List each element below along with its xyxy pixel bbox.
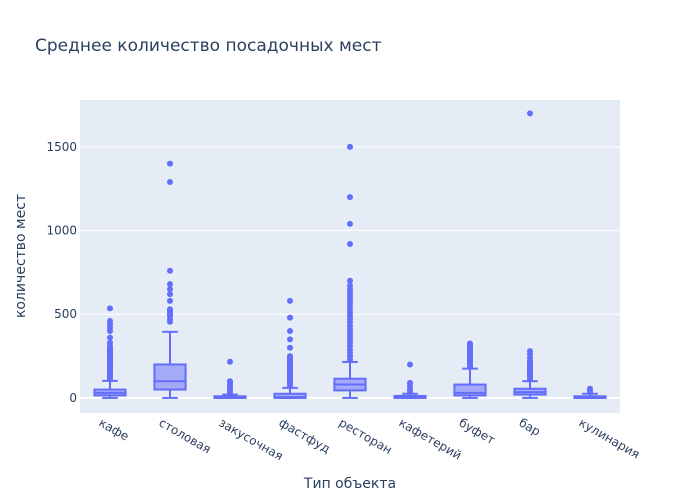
outlier-point — [287, 344, 293, 351]
x-tick-label: ресторан — [337, 415, 395, 456]
box-9 — [573, 385, 607, 399]
box-2 — [153, 160, 187, 399]
outlier-point — [167, 281, 173, 288]
x-tick-label: кулинария — [577, 415, 643, 461]
box-3 — [213, 358, 247, 399]
outlier-point — [287, 297, 293, 304]
box-8 — [513, 110, 547, 399]
outlier-point — [167, 179, 173, 186]
outlier-point — [287, 336, 293, 343]
outlier-point — [227, 378, 233, 385]
x-tick-label: закусочная — [217, 415, 286, 463]
y-tick-label: 0 — [69, 391, 77, 405]
y-tick-labels: 0 500 1000 1500 — [46, 140, 77, 405]
outlier-point — [107, 339, 113, 346]
box-1 — [93, 305, 127, 399]
chart-title: Среднее количество посадочных мест — [35, 36, 382, 56]
box-5 — [333, 143, 367, 399]
outlier-point — [167, 306, 173, 313]
outlier-point — [287, 353, 293, 360]
outlier-point — [347, 277, 353, 284]
x-tick-label: кафе — [97, 415, 132, 443]
outlier-point — [107, 334, 113, 341]
outlier-point — [167, 160, 173, 167]
boxes — [93, 110, 607, 399]
outlier-point — [227, 358, 233, 365]
x-tick-label: буфет — [457, 415, 498, 447]
box-4 — [273, 297, 307, 399]
outlier-point — [347, 240, 353, 247]
outlier-point — [407, 379, 413, 386]
x-tick-label: бар — [517, 415, 543, 438]
outlier-point — [347, 194, 353, 201]
y-tick-label: 500 — [54, 307, 77, 321]
outlier-point — [347, 143, 353, 150]
outlier-point — [347, 282, 353, 289]
x-axis-title: Тип объекта — [303, 476, 396, 492]
y-tick-label: 1500 — [46, 140, 77, 154]
outlier-point — [287, 327, 293, 334]
y-axis-title: количество мест — [13, 194, 29, 318]
outlier-point — [167, 291, 173, 298]
outlier-point — [167, 297, 173, 304]
outlier-point — [407, 361, 413, 368]
box-7 — [453, 340, 487, 399]
outlier-point — [587, 385, 593, 392]
outlier-point — [527, 110, 533, 117]
outlier-point — [167, 286, 173, 293]
iqr-box — [453, 383, 487, 397]
outlier-point — [347, 220, 353, 227]
outlier-point — [107, 305, 113, 312]
outlier-point — [527, 348, 533, 355]
x-tick-label: столовая — [157, 415, 214, 456]
box-6 — [393, 361, 427, 399]
x-tick-label: кафетерий — [397, 415, 464, 462]
y-tick-label: 1000 — [46, 224, 77, 238]
outlier-point — [167, 267, 173, 274]
iqr-box — [153, 363, 187, 391]
outlier-point — [467, 340, 473, 347]
outlier-point — [287, 314, 293, 321]
outlier-point — [107, 317, 113, 324]
